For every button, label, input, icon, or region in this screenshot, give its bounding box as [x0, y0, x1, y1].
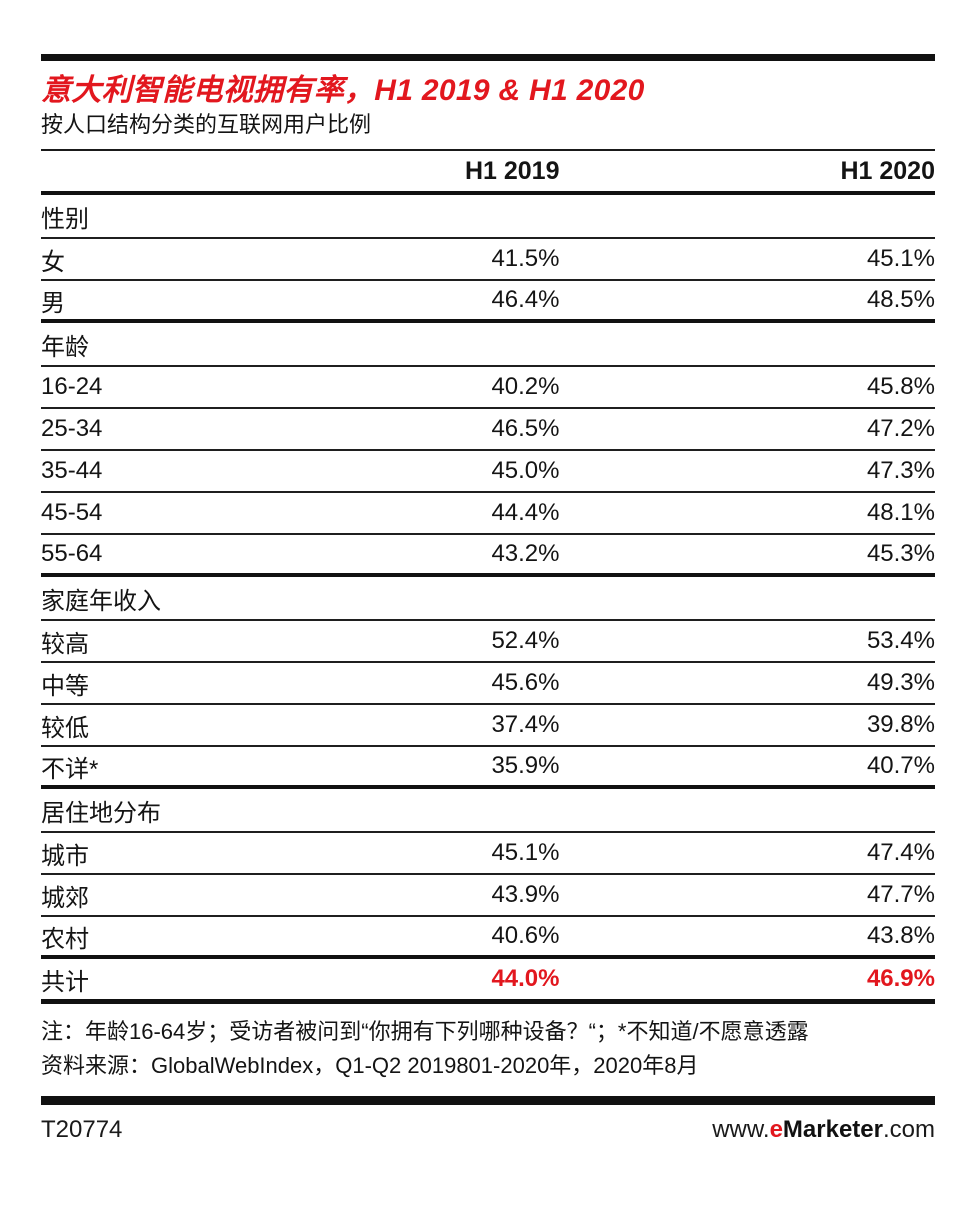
row-value-2020: 45.3% [866, 540, 935, 568]
bottom-rule-bar [41, 1096, 935, 1106]
table-row: 农村 40.6% 43.8% [41, 917, 935, 960]
row-value-2020: 43.8% [866, 922, 935, 950]
footnotes: 注：年龄16-64岁；受访者被问到“你拥有下列哪种设备？“；*不知道/不愿意透露… [41, 1015, 935, 1083]
table-row: 较高 52.4% 53.4% [41, 621, 935, 664]
emarketer-link[interactable]: www.eMarketer.com [712, 1116, 935, 1144]
row-value-2019: 35.9% [491, 752, 560, 780]
section-header-label: 居住地分布 [41, 799, 161, 827]
chart-id: T20774 [41, 1116, 123, 1144]
table-row: 城郊 43.9% 47.7% [41, 875, 935, 918]
row-label: 男 [41, 289, 65, 317]
row-label: 农村 [41, 925, 89, 953]
row-label: 不详* [41, 755, 99, 783]
table-row: 55-64 43.2% 45.3% [41, 535, 935, 578]
row-label: 较高 [41, 630, 89, 658]
column-header-row: H1 2019 H1 2020 [41, 151, 935, 196]
row-value-2020: 48.1% [866, 499, 935, 527]
row-value-2020: 48.5% [866, 286, 935, 314]
row-label: 女 [41, 248, 65, 276]
row-value-2020: 45.8% [866, 373, 935, 401]
total-value-2019: 44.0% [491, 965, 560, 993]
total-row: 共计 44.0% 46.9% [41, 959, 935, 1005]
footer: T20774 www.eMarketer.com [41, 1105, 935, 1144]
section-header-label: 家庭年收入 [41, 587, 161, 615]
table-row: 城市 45.1% 47.4% [41, 833, 935, 876]
url-prefix: www. [712, 1116, 770, 1144]
table-row: 较低 37.4% 39.8% [41, 705, 935, 748]
section-header-row: 年龄 [41, 323, 935, 368]
subtitle-divider [41, 149, 935, 152]
brand-e: e [769, 1116, 783, 1144]
total-label: 共计 [41, 968, 89, 996]
section-header-label: 性别 [41, 205, 89, 233]
brand-rest: Marketer [782, 1116, 883, 1144]
row-label: 16-24 [41, 373, 103, 401]
row-value-2019: 43.2% [491, 540, 560, 568]
table-body: 性别 女 41.5% 45.1% 男 46.4% 48.5% 年龄 16-24 … [41, 195, 935, 960]
row-value-2020: 47.7% [866, 881, 935, 909]
row-label: 城郊 [41, 884, 89, 912]
row-label: 55-64 [41, 540, 103, 568]
row-label: 中等 [41, 672, 89, 700]
row-value-2019: 44.4% [491, 499, 560, 527]
section-header-row: 居住地分布 [41, 789, 935, 834]
table-row: 45-54 44.4% 48.1% [41, 493, 935, 536]
chart-subtitle: 按人口结构分类的互联网用户比例 [41, 112, 372, 137]
row-value-2019: 40.2% [491, 373, 560, 401]
row-value-2019: 46.5% [491, 415, 560, 443]
total-value-2020: 46.9% [866, 965, 935, 993]
table-row: 16-24 40.2% 45.8% [41, 367, 935, 410]
column-header-h1-2019: H1 2019 [464, 156, 560, 185]
table-row: 35-44 45.0% 47.3% [41, 451, 935, 494]
table-row: 25-34 46.5% 47.2% [41, 409, 935, 452]
row-label: 城市 [41, 842, 89, 870]
row-value-2019: 41.5% [491, 245, 560, 273]
row-value-2019: 45.6% [491, 669, 560, 697]
url-suffix: .com [882, 1116, 935, 1144]
table-row: 女 41.5% 45.1% [41, 239, 935, 282]
row-value-2020: 47.2% [866, 415, 935, 443]
footnote-source: 资料来源：GlobalWebIndex，Q1-Q2 2019801-2020年，… [41, 1053, 699, 1079]
row-label: 35-44 [41, 457, 103, 485]
row-value-2020: 49.3% [866, 669, 935, 697]
row-value-2019: 43.9% [491, 881, 560, 909]
chart-title: 意大利智能电视拥有率，H1 2019 & H1 2020 [41, 74, 645, 107]
row-label: 45-54 [41, 499, 103, 527]
section-header-row: 性别 [41, 195, 935, 240]
row-value-2020: 53.4% [866, 627, 935, 655]
row-value-2020: 47.3% [866, 457, 935, 485]
row-value-2020: 39.8% [866, 711, 935, 739]
section-header-row: 家庭年收入 [41, 577, 935, 622]
row-value-2019: 37.4% [491, 711, 560, 739]
row-value-2020: 45.1% [866, 245, 935, 273]
column-header-h1-2020: H1 2020 [840, 156, 935, 185]
table-row: 中等 45.6% 49.3% [41, 663, 935, 706]
row-value-2020: 40.7% [866, 752, 935, 780]
row-value-2019: 52.4% [491, 627, 560, 655]
row-value-2019: 45.1% [491, 839, 560, 867]
row-value-2019: 46.4% [491, 286, 560, 314]
table-row: 男 46.4% 48.5% [41, 281, 935, 324]
row-label: 25-34 [41, 415, 103, 443]
section-header-label: 年龄 [41, 333, 89, 361]
row-value-2019: 40.6% [491, 922, 560, 950]
footnote-note: 注：年龄16-64岁；受访者被问到“你拥有下列哪种设备？“；*不知道/不愿意透露 [41, 1019, 809, 1045]
row-value-2019: 45.0% [491, 457, 560, 485]
row-label: 较低 [41, 714, 89, 742]
row-value-2020: 47.4% [866, 839, 935, 867]
table-row: 不详* 35.9% 40.7% [41, 747, 935, 790]
top-rule-bar [41, 54, 935, 61]
